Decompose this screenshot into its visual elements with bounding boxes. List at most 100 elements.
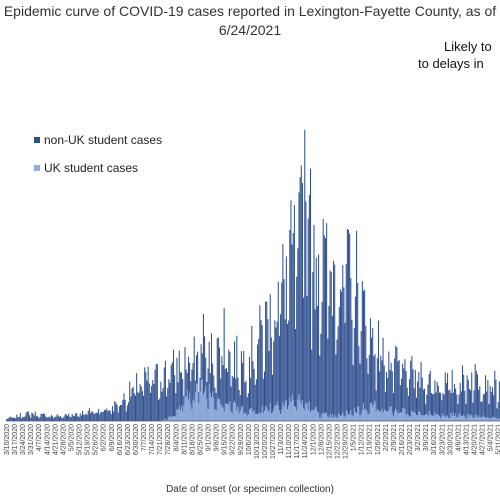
bar-uk <box>495 416 497 421</box>
bar-non-uk <box>447 373 449 421</box>
bar-non-uk <box>174 375 176 421</box>
bar-non-uk <box>377 320 379 421</box>
bar-non-uk <box>143 395 145 421</box>
bar-uk <box>297 399 299 421</box>
bar-non-uk <box>353 328 355 421</box>
bar-uk <box>284 400 286 421</box>
bar-uk <box>498 418 500 421</box>
bar-non-uk <box>193 336 195 421</box>
bar-uk <box>181 405 183 421</box>
bar-uk <box>213 397 215 421</box>
bar-uk <box>335 416 337 421</box>
bar-non-uk <box>46 417 48 421</box>
bar-uk <box>438 415 441 421</box>
bar-non-uk <box>30 417 32 421</box>
bar-non-uk <box>479 386 481 421</box>
bar-uk <box>400 412 403 421</box>
bar-uk <box>383 409 385 421</box>
bar-non-uk <box>339 289 341 421</box>
x-tick-label: 12/22/2020 <box>334 424 341 459</box>
bar-uk <box>403 408 405 421</box>
bar-non-uk <box>471 372 473 421</box>
bar-uk <box>429 413 431 421</box>
bar-uk <box>459 414 461 421</box>
bar-uk <box>481 417 483 421</box>
bar-uk <box>265 405 267 421</box>
bar-non-uk <box>374 354 376 421</box>
bar-uk <box>182 411 184 421</box>
bar-non-uk <box>80 415 82 421</box>
bar-uk <box>254 414 256 421</box>
bar-non-uk <box>281 282 283 421</box>
bar-uk <box>242 405 244 421</box>
bar-uk <box>307 409 309 421</box>
bar-uk <box>235 403 237 421</box>
bar-uk <box>375 411 377 421</box>
bar-non-uk <box>478 389 480 421</box>
chart-title-line-1: Epidemic curve of COVID-19 cases reporte… <box>3 3 497 19</box>
bar-uk <box>217 397 219 421</box>
bar-uk <box>483 416 485 421</box>
bar-uk <box>212 391 214 421</box>
bar-non-uk <box>75 413 77 421</box>
bar-uk <box>436 414 438 421</box>
bar-non-uk <box>225 367 227 421</box>
bar-non-uk <box>489 385 491 421</box>
bar-non-uk <box>410 360 412 421</box>
bar-non-uk <box>496 408 498 421</box>
bar-uk <box>441 415 443 421</box>
bar-uk <box>205 386 207 421</box>
bar-non-uk <box>369 318 371 421</box>
bar-non-uk <box>360 331 362 421</box>
bar-uk <box>488 418 490 421</box>
bar-non-uk <box>470 390 472 421</box>
bar-non-uk <box>156 364 158 421</box>
bar-non-uk <box>472 402 474 421</box>
bar-non-uk <box>296 276 298 421</box>
bar-non-uk <box>131 388 133 421</box>
bar-uk <box>314 407 316 421</box>
bar-uk <box>292 400 294 421</box>
chart-title: Epidemic curve of COVID-19 cases reporte… <box>0 2 500 40</box>
bar-uk <box>337 413 339 421</box>
bar-non-uk <box>232 377 234 421</box>
bar-non-uk <box>415 397 417 421</box>
bar-non-uk <box>48 416 50 421</box>
x-tick-label: 3/30/2021 <box>447 424 454 455</box>
bar-uk <box>214 408 216 421</box>
bar-non-uk <box>303 297 305 421</box>
bar-non-uk <box>228 349 230 421</box>
bar-non-uk <box>444 372 446 421</box>
bar-non-uk <box>138 392 140 421</box>
x-tick-label: 4/13/2021 <box>463 424 470 455</box>
bar-uk <box>406 413 408 421</box>
bar-uk <box>257 414 259 421</box>
bar-non-uk <box>115 402 117 421</box>
bar-non-uk <box>381 360 383 421</box>
bar-non-uk <box>169 382 171 421</box>
bar-uk <box>397 413 399 421</box>
bar-non-uk <box>168 379 170 421</box>
bar-non-uk <box>77 416 79 421</box>
bar-uk <box>388 410 390 421</box>
bar-uk <box>464 416 466 421</box>
bar-non-uk <box>427 384 429 421</box>
bar-uk <box>320 417 322 421</box>
x-tick-label: 7/28/2020 <box>165 424 172 455</box>
x-tick-label: 11/17/2020 <box>294 424 301 459</box>
bar-non-uk <box>52 416 54 421</box>
bar-uk <box>444 415 446 421</box>
bar-non-uk <box>70 417 72 421</box>
x-tick-label: 3/10/2020 <box>4 424 11 455</box>
bar-non-uk <box>259 305 261 421</box>
series-non-uk <box>6 129 500 421</box>
bar-uk <box>368 413 370 421</box>
bar-non-uk <box>488 404 490 421</box>
bar-non-uk <box>365 325 367 421</box>
bar-non-uk <box>15 418 17 421</box>
bar-non-uk <box>248 356 251 421</box>
bar-non-uk <box>443 394 445 421</box>
bar-non-uk <box>295 328 297 421</box>
bar-uk <box>433 415 435 421</box>
bar-non-uk <box>305 201 307 421</box>
